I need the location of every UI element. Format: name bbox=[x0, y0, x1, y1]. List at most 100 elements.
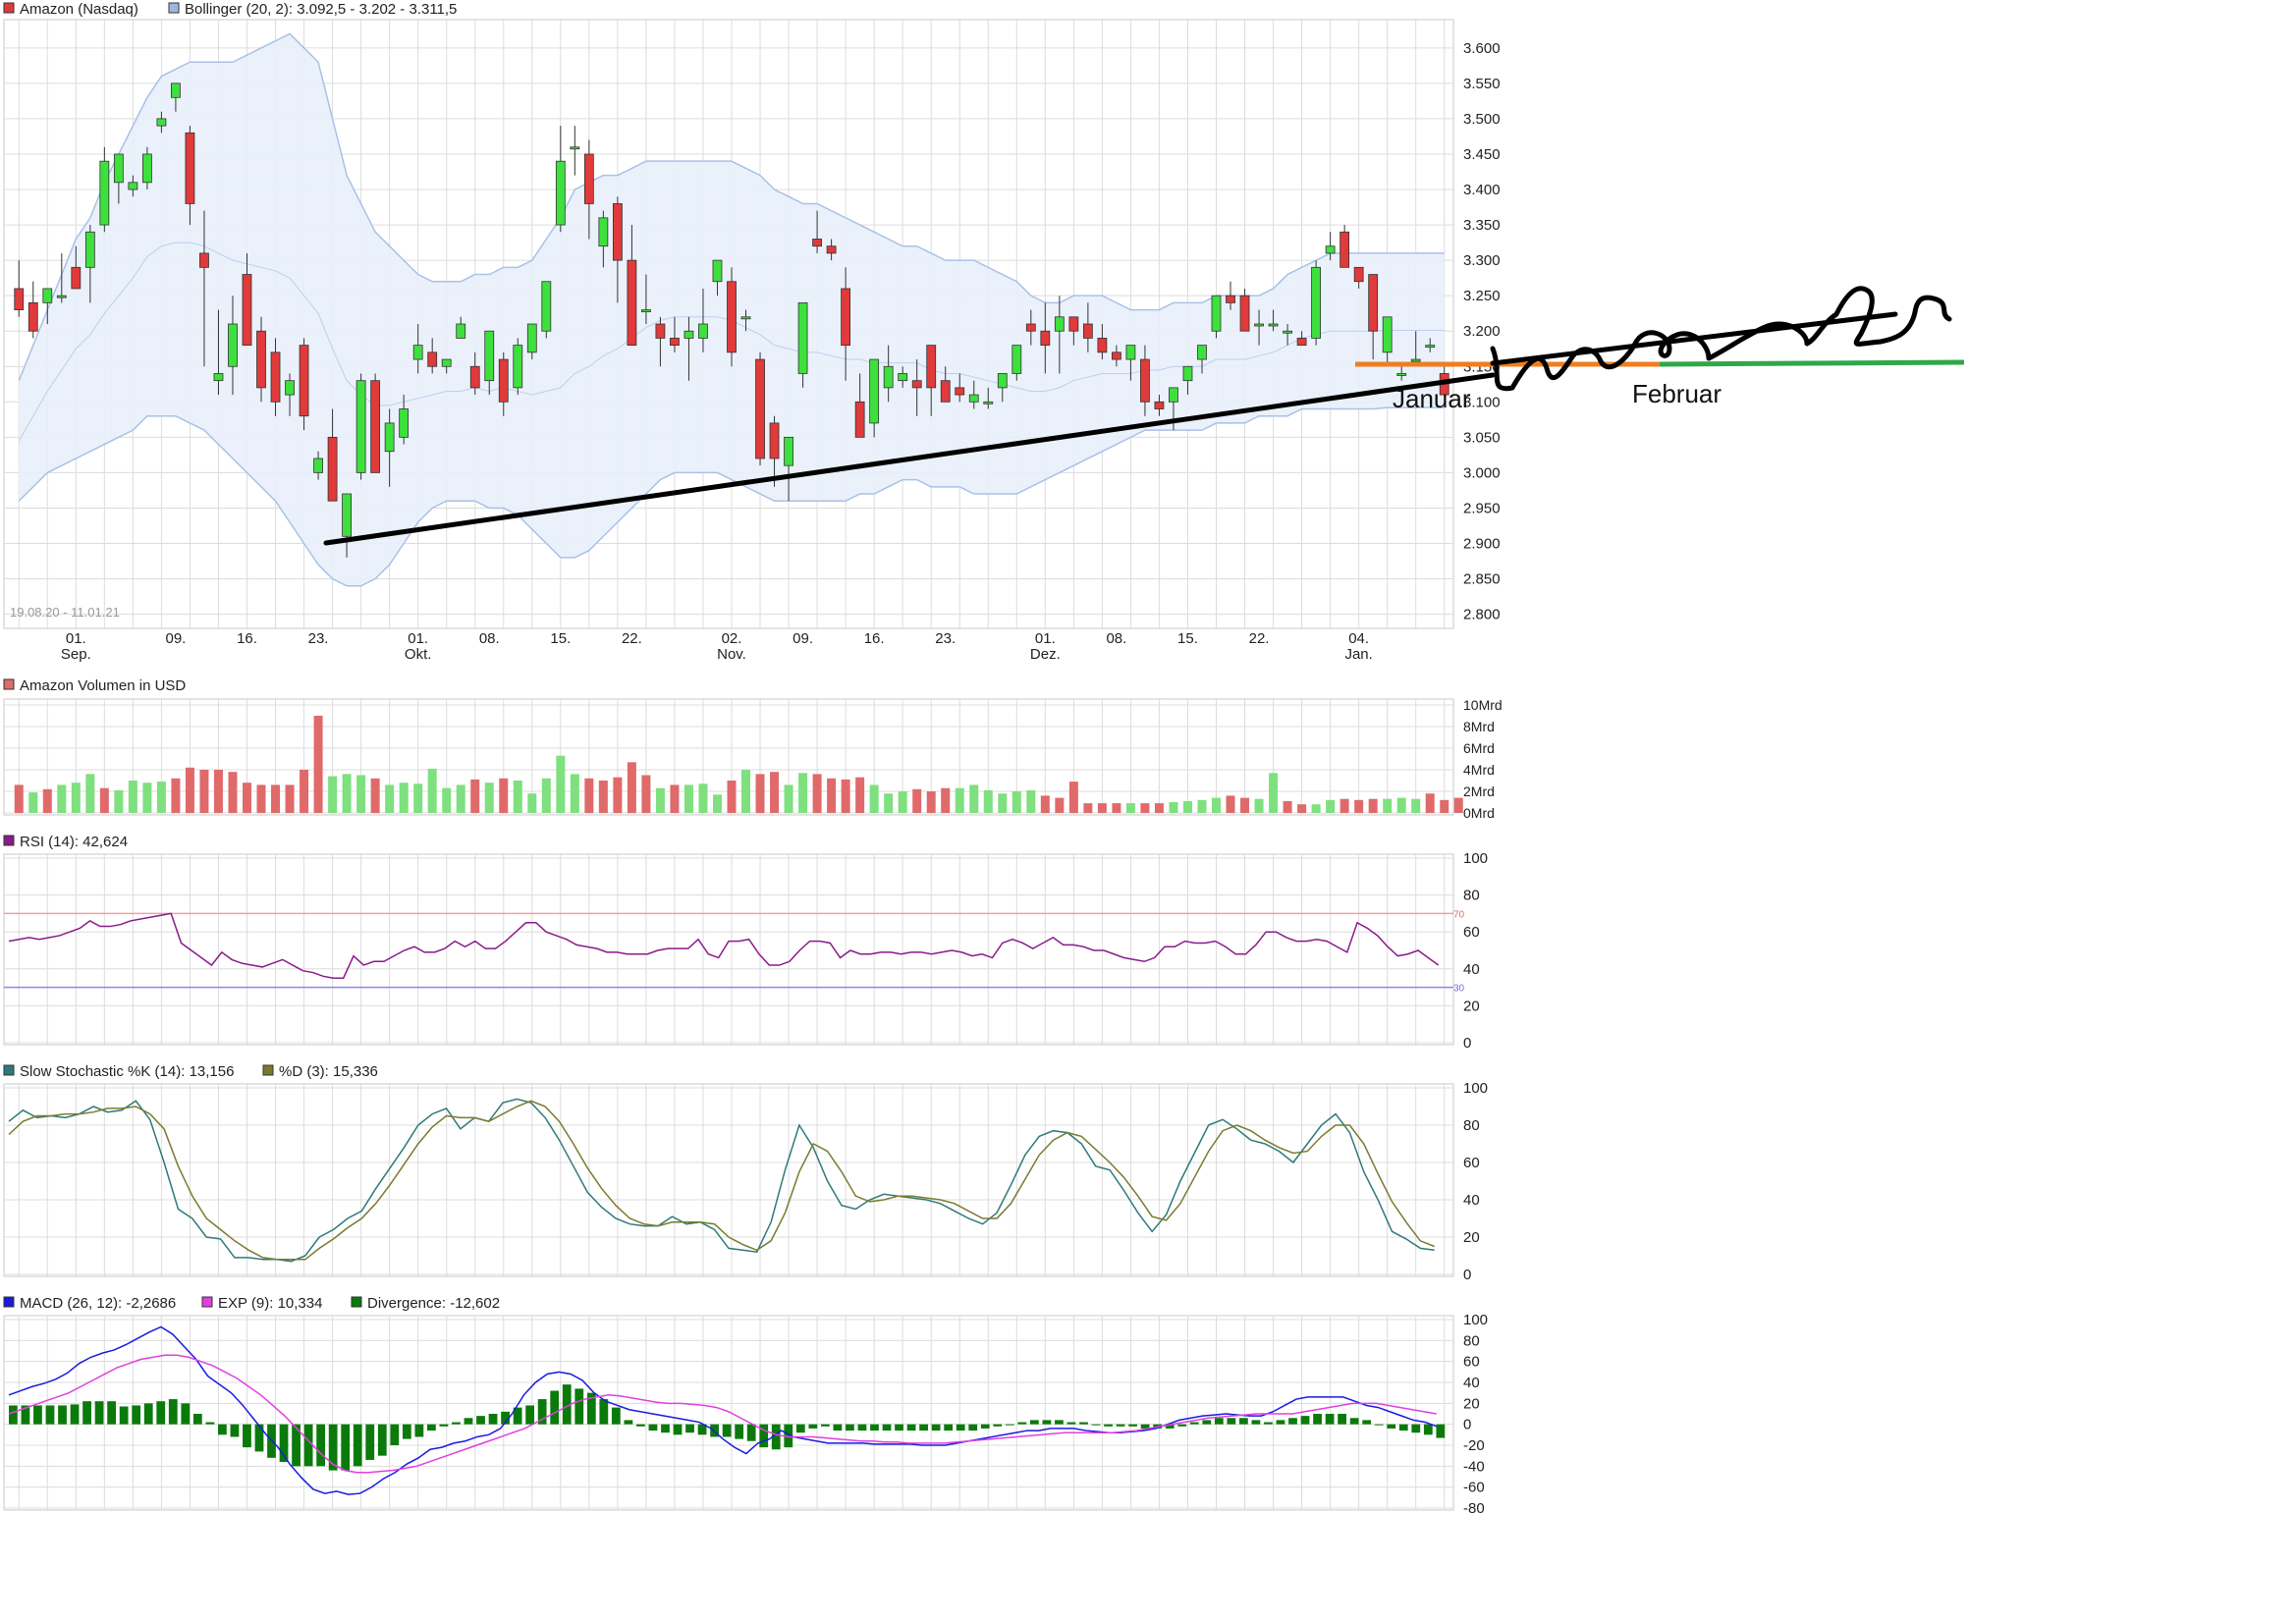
volume-bar bbox=[300, 770, 309, 813]
price-x-tick-day: 22. bbox=[1249, 630, 1270, 647]
divergence-bar bbox=[21, 1405, 30, 1425]
price-date-range: 19.08.20 - 11.01.21 bbox=[10, 605, 120, 620]
candle-body bbox=[883, 365, 894, 389]
divergence-bar bbox=[1313, 1414, 1322, 1425]
candle-body bbox=[1410, 358, 1421, 362]
price-y-tick-label: 3.450 bbox=[1463, 146, 1501, 163]
divergence-bar bbox=[488, 1414, 498, 1425]
divergence-bar bbox=[390, 1424, 400, 1445]
volume-bar bbox=[442, 787, 452, 813]
candle-body bbox=[1082, 323, 1093, 339]
divergence-bar bbox=[784, 1424, 793, 1448]
volume-legend: Amazon Volumen in USD bbox=[20, 677, 186, 694]
price-y-tick-label: 3.550 bbox=[1463, 76, 1501, 92]
divergence-bar bbox=[919, 1424, 928, 1431]
divergence-bar bbox=[1227, 1418, 1236, 1425]
candle-body bbox=[1025, 323, 1036, 332]
macd-legend-exp-swatch bbox=[201, 1296, 213, 1308]
divergence-bar bbox=[1128, 1424, 1137, 1427]
volume-bar bbox=[755, 774, 765, 813]
macd-y-tick-label: 60 bbox=[1463, 1354, 1480, 1371]
divergence-bar bbox=[931, 1424, 941, 1431]
volume-bar bbox=[271, 784, 281, 813]
divergence-bar bbox=[1214, 1418, 1224, 1425]
volume-bar bbox=[1125, 803, 1135, 813]
macd-y-tick-label: 0 bbox=[1463, 1417, 1471, 1433]
volume-bar bbox=[1368, 798, 1378, 813]
volume-bar bbox=[57, 784, 67, 813]
volume-bar bbox=[1297, 804, 1307, 813]
volume-bar bbox=[1197, 799, 1207, 813]
volume-bar bbox=[71, 783, 81, 813]
candle-body bbox=[370, 380, 381, 473]
divergence-bar bbox=[1300, 1416, 1310, 1425]
candle-body bbox=[427, 351, 438, 367]
candle-body bbox=[1311, 266, 1322, 339]
macd-y-tick-label: -40 bbox=[1463, 1458, 1485, 1475]
divergence-bar bbox=[1189, 1422, 1199, 1425]
candle-body bbox=[1425, 345, 1436, 349]
divergence-bar bbox=[661, 1424, 670, 1433]
divergence-bar bbox=[1398, 1424, 1408, 1431]
price-x-tick-day: 09. bbox=[793, 630, 813, 647]
candle-body bbox=[1068, 316, 1079, 332]
candle-body bbox=[14, 288, 25, 310]
volume-bar bbox=[727, 781, 737, 813]
volume-bar bbox=[114, 789, 124, 813]
divergence-bar bbox=[808, 1424, 818, 1429]
volume-bar bbox=[385, 784, 395, 813]
candle-body bbox=[71, 266, 82, 290]
candle-body bbox=[983, 401, 994, 405]
candle-body bbox=[441, 358, 452, 367]
divergence-bar bbox=[1374, 1424, 1384, 1426]
price-x-tick-day: 16. bbox=[864, 630, 885, 647]
volume-bar bbox=[841, 779, 850, 813]
price-x-tick-day: 23. bbox=[308, 630, 329, 647]
price-y-tick-label: 3.400 bbox=[1463, 182, 1501, 198]
volume-bar bbox=[342, 774, 352, 813]
volume-bar bbox=[1040, 795, 1050, 813]
volume-bar bbox=[670, 784, 680, 813]
volume-bar bbox=[941, 787, 951, 813]
volume-bar bbox=[1112, 803, 1121, 813]
volume-bar bbox=[955, 787, 964, 813]
rsi-y-tick-label: 60 bbox=[1463, 924, 1480, 941]
divergence-bar bbox=[771, 1424, 781, 1450]
volume-bar bbox=[1055, 797, 1065, 813]
candle-body bbox=[412, 345, 423, 360]
macd-y-tick-label: -60 bbox=[1463, 1480, 1485, 1496]
volume-bar bbox=[1269, 773, 1279, 813]
divergence-bar bbox=[1349, 1418, 1359, 1425]
candle-body bbox=[526, 323, 537, 353]
candle-body bbox=[712, 259, 723, 283]
candle-body bbox=[484, 330, 495, 382]
divergence-bar bbox=[685, 1424, 694, 1433]
price-x-tick-day: 16. bbox=[237, 630, 257, 647]
candle-body bbox=[42, 288, 53, 303]
divergence-bar bbox=[820, 1424, 830, 1427]
candle-body bbox=[1226, 295, 1235, 303]
candle-body bbox=[1040, 330, 1051, 347]
divergence-bar bbox=[537, 1399, 547, 1425]
volume-bar bbox=[1169, 802, 1178, 813]
price-x-tick-day: 01. bbox=[1035, 630, 1056, 647]
candle-body bbox=[513, 345, 523, 389]
candle-body bbox=[228, 323, 238, 367]
bollinger-lower-line bbox=[18, 406, 1445, 587]
macd-legend-divergence: Divergence: -12,602 bbox=[367, 1295, 500, 1312]
candle-body bbox=[1339, 231, 1350, 268]
volume-bar bbox=[798, 773, 808, 813]
divergence-bar bbox=[1140, 1424, 1150, 1429]
stoch-k-line bbox=[8, 1098, 1435, 1263]
volume-bar bbox=[1068, 782, 1078, 813]
candle-body bbox=[769, 422, 780, 459]
volume-bar bbox=[926, 791, 936, 813]
candle-body bbox=[141, 153, 152, 184]
candle-body bbox=[399, 408, 410, 438]
stoch-y-tick-label: 40 bbox=[1463, 1192, 1480, 1209]
macd-y-tick-label: -80 bbox=[1463, 1500, 1485, 1517]
volume-bar bbox=[413, 783, 423, 813]
volume-bar bbox=[85, 774, 95, 813]
divergence-bar bbox=[1325, 1414, 1335, 1425]
divergence-bar bbox=[9, 1405, 18, 1425]
